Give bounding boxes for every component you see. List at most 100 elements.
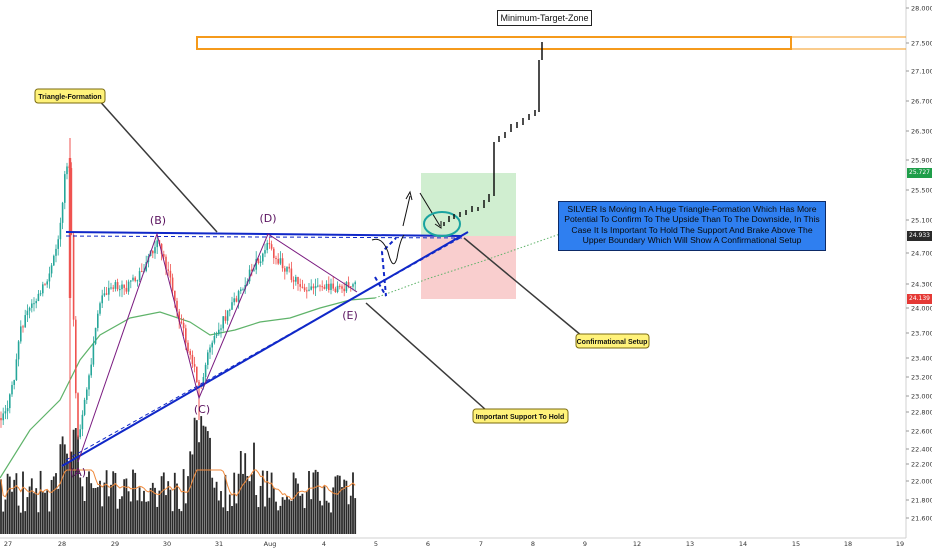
candle-body bbox=[105, 293, 108, 295]
price-tick-label: 24.000 bbox=[911, 305, 932, 313]
time-tick-label: 12 bbox=[633, 540, 641, 548]
upper-boundary-dashed bbox=[65, 235, 463, 239]
candle-body bbox=[224, 316, 227, 321]
volume-bar bbox=[330, 512, 332, 534]
candle-body bbox=[178, 311, 180, 322]
volume-bar bbox=[2, 511, 5, 534]
candle-body bbox=[174, 290, 176, 301]
candle-body bbox=[48, 273, 51, 282]
volume-bar bbox=[198, 442, 200, 534]
volume-bars bbox=[0, 416, 357, 534]
volume-bar bbox=[226, 511, 229, 534]
candle-body bbox=[218, 329, 220, 335]
candle-body bbox=[237, 291, 240, 302]
volume-bar bbox=[167, 481, 170, 534]
time-tick-label: 13 bbox=[686, 540, 694, 548]
candle-body bbox=[187, 342, 189, 352]
price-tick-label: 25.100 bbox=[911, 217, 932, 225]
price-axis-ticks: 28.000 27.500 27.100 26.700 26.300 25.900 25.5… bbox=[906, 5, 932, 523]
candle-body bbox=[176, 300, 178, 312]
volume-bar bbox=[94, 488, 97, 534]
profit-zone bbox=[421, 173, 516, 236]
volume-bar bbox=[250, 474, 253, 534]
price-tick-label: 22.000 bbox=[911, 478, 932, 486]
candle-body bbox=[123, 284, 125, 288]
candle-body bbox=[50, 265, 53, 274]
volume-bar bbox=[299, 495, 302, 534]
volume-bar bbox=[176, 483, 178, 534]
candle-body bbox=[328, 283, 330, 290]
volume-bar bbox=[118, 499, 121, 534]
candle-body bbox=[57, 239, 59, 249]
price-tick-label: 28.000 bbox=[911, 5, 932, 13]
volume-bar bbox=[211, 477, 214, 534]
volume-bar bbox=[50, 479, 53, 534]
candle-body bbox=[222, 316, 224, 329]
candle-body bbox=[330, 283, 332, 290]
volume-bar bbox=[259, 485, 262, 534]
candle-body bbox=[0, 418, 2, 421]
candle-body bbox=[231, 302, 233, 310]
volume-bar bbox=[149, 488, 152, 534]
candle-body bbox=[26, 310, 29, 316]
time-tick-label: 18 bbox=[844, 540, 852, 548]
volume-bar bbox=[266, 470, 269, 534]
volume-bar bbox=[147, 501, 150, 534]
candle-body bbox=[92, 343, 95, 365]
volume-bar bbox=[66, 453, 68, 534]
volume-bar bbox=[275, 501, 277, 534]
volume-bar bbox=[92, 488, 95, 534]
candle-body bbox=[281, 258, 284, 269]
candle-body bbox=[94, 327, 97, 344]
volume-bar bbox=[70, 451, 73, 534]
volume-bar bbox=[200, 416, 203, 534]
support-callout-line bbox=[365, 302, 487, 411]
time-tick-label: 9 bbox=[583, 540, 587, 548]
volume-bar bbox=[228, 494, 231, 534]
candle-body bbox=[42, 284, 44, 294]
candle-body bbox=[242, 289, 244, 291]
volume-bar bbox=[127, 491, 130, 534]
breakout-arrow bbox=[402, 195, 411, 227]
volume-bar bbox=[290, 500, 293, 534]
candle-body bbox=[240, 289, 242, 292]
volume-bar bbox=[99, 480, 101, 534]
volume-bar bbox=[140, 501, 143, 534]
candle-body bbox=[266, 242, 268, 251]
candle-body bbox=[191, 354, 194, 365]
candle-body bbox=[61, 202, 64, 223]
volume-bar bbox=[116, 508, 119, 534]
candle-body bbox=[306, 290, 308, 292]
candle-body bbox=[99, 303, 101, 314]
candle-body bbox=[207, 352, 209, 365]
volume-bar bbox=[244, 453, 247, 534]
volume-bar bbox=[277, 510, 280, 534]
volume-bar bbox=[46, 490, 49, 534]
volume-bar bbox=[272, 487, 275, 534]
volume-bar bbox=[88, 471, 90, 534]
breakout-arrow-head bbox=[405, 190, 413, 201]
support-price-tag: 24.139 bbox=[907, 294, 932, 304]
projected-price-steps bbox=[443, 42, 543, 226]
volume-bar bbox=[191, 454, 194, 534]
volume-bar bbox=[349, 495, 352, 534]
time-tick-label: 15 bbox=[792, 540, 800, 548]
candle-body bbox=[72, 234, 75, 320]
candle-body bbox=[277, 258, 279, 264]
volume-bar bbox=[237, 473, 240, 534]
candle-body bbox=[9, 394, 11, 409]
wave-label-c: (C) bbox=[194, 403, 210, 416]
volume-bar bbox=[156, 506, 159, 534]
time-tick-label: 7 bbox=[479, 540, 483, 548]
time-tick-label: 6 bbox=[426, 540, 430, 548]
volume-bar bbox=[33, 493, 35, 534]
volume-bar bbox=[332, 487, 335, 534]
volume-bar bbox=[8, 476, 11, 534]
candle-body bbox=[301, 286, 304, 288]
analysis-description: SILVER Is Moving In A Huge Triangle-Form… bbox=[558, 201, 826, 251]
candle-body bbox=[55, 248, 57, 256]
volume-bar bbox=[264, 506, 266, 534]
candle-body bbox=[213, 335, 216, 343]
volume-bar bbox=[222, 507, 225, 534]
projected-moving-average bbox=[374, 233, 561, 299]
